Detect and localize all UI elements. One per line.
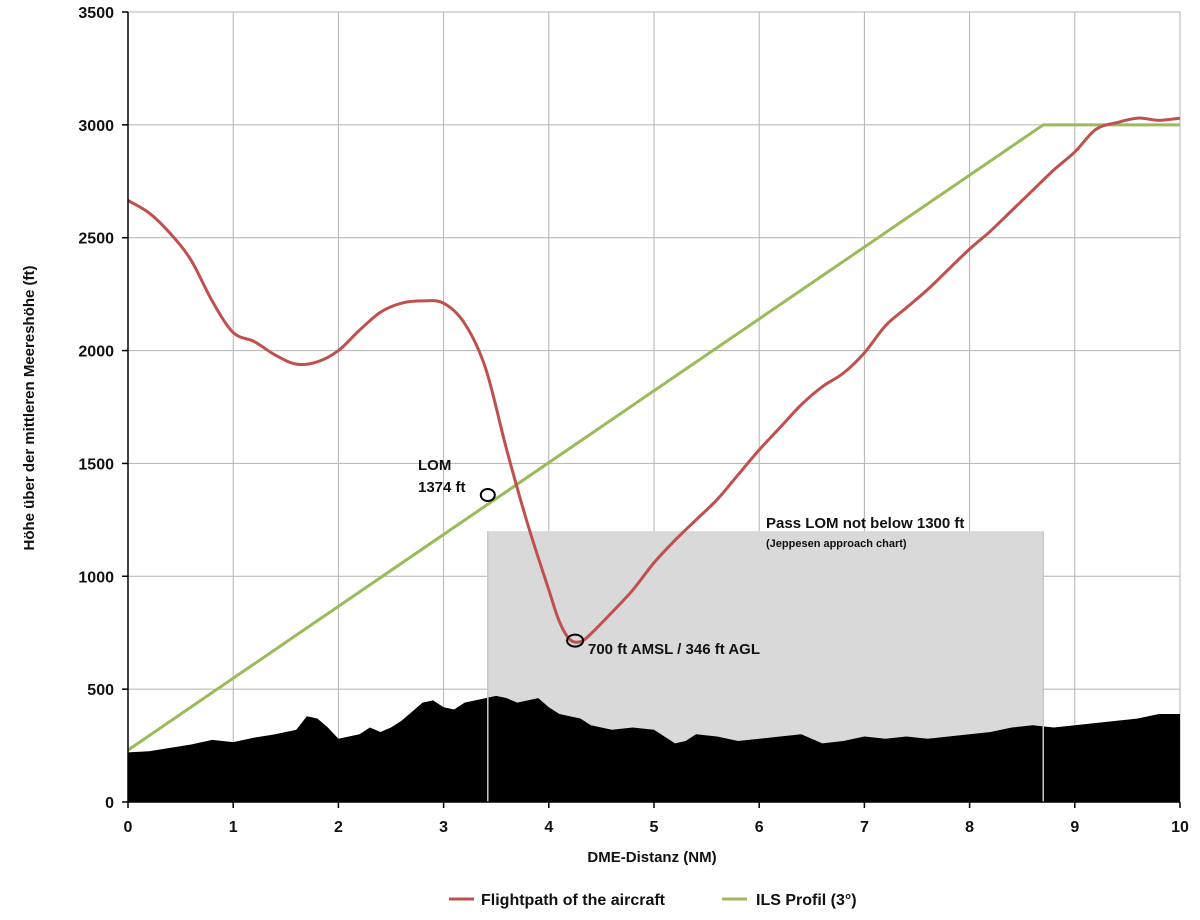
zone-boundaries — [487, 531, 1044, 802]
lom-label: LOM — [418, 457, 451, 474]
y-tick-label: 3000 — [78, 118, 114, 135]
x-tick-label: 4 — [544, 819, 553, 836]
x-tick-label: 6 — [755, 819, 764, 836]
x-tick-label: 3 — [439, 819, 448, 836]
lowest-point-marker — [566, 633, 585, 648]
axes — [122, 11, 1181, 808]
x-tick-label: 9 — [1070, 819, 1079, 836]
x-tick-label: 2 — [334, 819, 343, 836]
y-tick-label: 1000 — [78, 569, 114, 586]
y-tick-labels: 0 500 1000 1500 2000 2500 3000 3500 — [78, 5, 114, 812]
y-tick-label: 2000 — [78, 344, 114, 361]
legend-label-flightpath: Flightpath of the aircraft — [481, 892, 666, 909]
y-tick-label: 1500 — [78, 456, 114, 473]
y-tick-label: 0 — [105, 795, 114, 812]
x-tick-label: 0 — [124, 819, 133, 836]
y-axis-title: Höhe über der mittleren Meereshöhe (ft) — [21, 265, 38, 550]
y-tick-label: 500 — [87, 682, 114, 699]
x-tick-label: 1 — [229, 819, 238, 836]
y-tick-label: 2500 — [78, 231, 114, 248]
zone-title: Pass LOM not below 1300 ft — [766, 515, 964, 532]
x-tick-label: 10 — [1171, 819, 1189, 836]
x-tick-label: 8 — [965, 819, 974, 836]
x-tick-label: 5 — [650, 819, 659, 836]
terrain-profile — [128, 695, 1180, 802]
legend-label-ils: ILS Profil (3°) — [756, 892, 857, 909]
series-flightpath — [127, 116, 1181, 644]
lom-value-label: 1374 ft — [418, 479, 466, 496]
x-axis-title: DME-Distanz (NM) — [587, 849, 716, 866]
lom-marker — [479, 488, 496, 503]
y-tick-label: 3500 — [78, 5, 114, 22]
x-tick-labels: 0 1 2 3 4 5 6 7 8 9 10 — [124, 819, 1189, 836]
zone-subtitle: (Jeppesen approach chart) — [766, 538, 907, 550]
series-ils-profil — [127, 123, 1180, 752]
x-tick-label: 7 — [860, 819, 869, 836]
legend: Flightpath of the aircraft ILS Profil (3… — [449, 892, 857, 909]
low-point-label: 700 ft AMSL / 346 ft AGL — [588, 641, 760, 658]
